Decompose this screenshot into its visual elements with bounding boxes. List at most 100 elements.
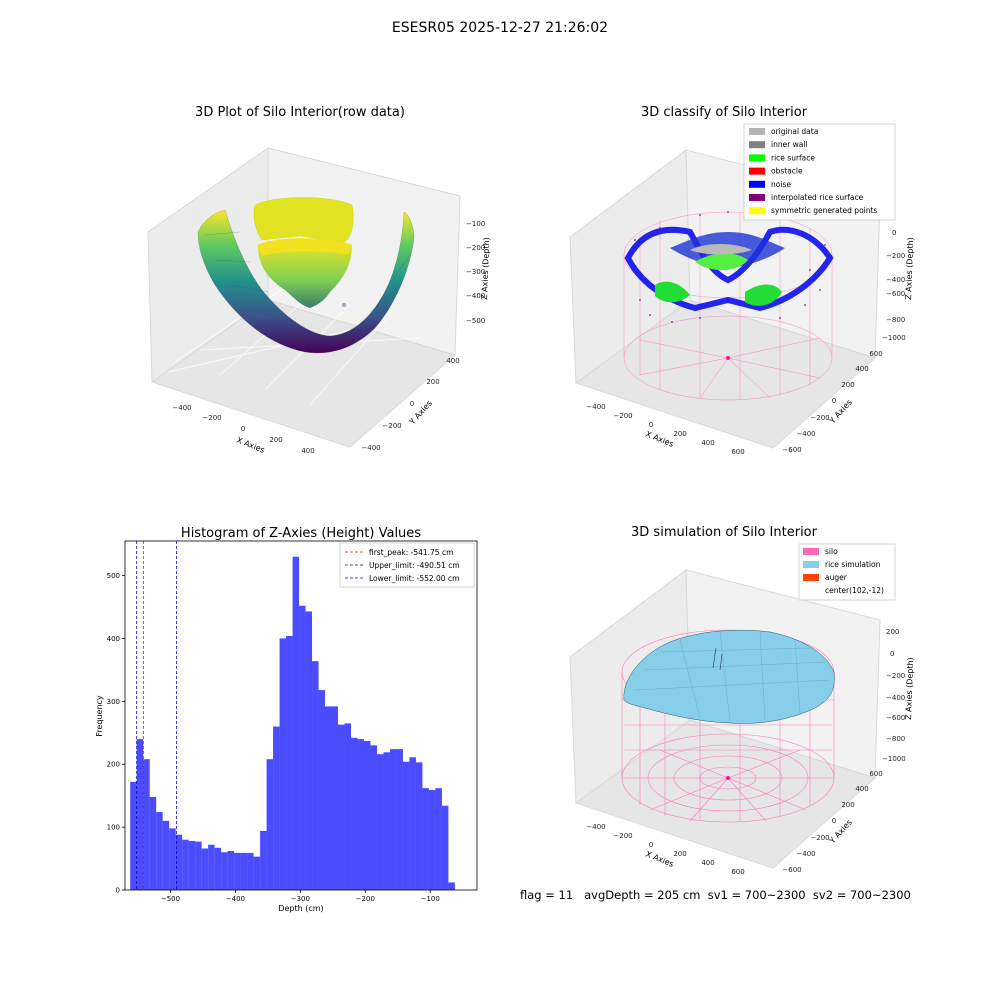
raw-3d-u-surface bbox=[197, 209, 415, 353]
sim-3d-ytick-4: 200 bbox=[841, 801, 854, 809]
hist-bar bbox=[448, 882, 455, 890]
sim-3d-ytick-3: 0 bbox=[832, 817, 836, 825]
raw-3d-zlabel: Z Axies (Depth) bbox=[480, 237, 491, 300]
panel-raw-3d: 3D Plot of Silo Interior(row data) −400 … bbox=[147, 105, 491, 455]
hist-bar bbox=[214, 847, 222, 890]
raw-3d-ytick-0: −400 bbox=[361, 444, 380, 452]
hist-bar bbox=[318, 690, 326, 890]
sim-3d-xtick-4: 400 bbox=[701, 859, 714, 867]
sim-3d-legend-items: silo rice simulation auger center(102,-12) bbox=[803, 547, 884, 595]
hist-xlabel: Depth (cm) bbox=[278, 904, 323, 913]
raw-3d-inner-cup bbox=[258, 238, 352, 308]
panel-simulation-3d: 3D simulation of Silo Interior bbox=[569, 525, 915, 876]
hist-bar bbox=[130, 781, 137, 890]
classify-3d-legend-swatch bbox=[749, 154, 765, 162]
classify-3d-ztick-4: −800 bbox=[886, 316, 905, 324]
sim-3d-floor-pane bbox=[574, 719, 876, 869]
classify-3d-legend-swatch bbox=[749, 141, 765, 149]
hist-ylabel: Frequency bbox=[95, 695, 104, 737]
hist-bar bbox=[169, 828, 176, 890]
sim-3d-rice-mesh bbox=[634, 631, 831, 723]
hist-bar bbox=[143, 759, 150, 890]
hist-bar bbox=[409, 757, 416, 890]
classify-3d-noise-band bbox=[624, 226, 834, 312]
hist-bar bbox=[299, 605, 306, 890]
raw-3d-xtick-4: 400 bbox=[301, 447, 314, 455]
classify-3d-legend-label: interpolated rice surface bbox=[771, 193, 864, 202]
hist-xtick-label: −400 bbox=[226, 895, 245, 903]
classify-3d-silo-wire bbox=[623, 211, 833, 401]
hist-xtick-label: −300 bbox=[291, 895, 310, 903]
hist-bar bbox=[370, 745, 377, 890]
hist-bars bbox=[130, 556, 455, 890]
sim-3d-ztick-6: −1000 bbox=[882, 755, 906, 763]
raw-3d-title: 3D Plot of Silo Interior(row data) bbox=[195, 105, 405, 120]
sim-3d-ztick-1: 0 bbox=[890, 650, 894, 658]
classify-3d-ytick-6: 600 bbox=[869, 350, 882, 358]
raw-3d-xtick-2: 0 bbox=[241, 425, 245, 433]
raw-3d-xtick-1: −200 bbox=[202, 414, 221, 422]
raw-3d-xlabel: X Axies bbox=[235, 436, 266, 455]
sim-3d-legend-swatch bbox=[803, 574, 819, 581]
classify-3d-ytick-5: 400 bbox=[855, 365, 868, 373]
raw-3d-ztick-1: −200 bbox=[466, 244, 485, 252]
classify-3d-legend-label: obstacle bbox=[771, 167, 803, 176]
classify-3d-scatter-dots bbox=[634, 211, 826, 323]
raw-3d-ytick-4: 400 bbox=[446, 357, 459, 365]
hist-bar bbox=[292, 556, 300, 890]
classify-3d-legend-swatch bbox=[749, 194, 765, 201]
sim-3d-ztick-5: −800 bbox=[886, 735, 905, 743]
hist-bar bbox=[351, 737, 358, 890]
classify-3d-legend-items: original data inner wall rice surface obsta… bbox=[749, 127, 877, 215]
raw-3d-ytick-1: −200 bbox=[382, 422, 401, 430]
hist-bar bbox=[266, 759, 274, 890]
hist-bar bbox=[149, 796, 157, 890]
hist-bar bbox=[402, 761, 410, 890]
classify-3d-legend-swatch bbox=[749, 207, 765, 215]
hist-bar bbox=[441, 805, 449, 890]
sim-3d-silo-wire bbox=[621, 629, 835, 823]
sim-3d-title: 3D simulation of Silo Interior bbox=[631, 525, 818, 540]
hist-bar bbox=[273, 726, 280, 890]
hist-bar bbox=[195, 841, 202, 890]
hist-bar bbox=[422, 788, 429, 890]
raw-3d-ztick-2: −300 bbox=[466, 268, 485, 276]
raw-3d-ztick-0: −100 bbox=[466, 220, 485, 228]
hist-ytick-label: 400 bbox=[107, 635, 120, 643]
hist-bar bbox=[136, 739, 144, 890]
classify-3d-floor-pane bbox=[574, 299, 876, 449]
raw-3d-inner-cup-rim bbox=[258, 238, 352, 256]
raw-3d-back-surface bbox=[253, 197, 354, 243]
sim-3d-ytick-0: −600 bbox=[782, 866, 801, 874]
classify-3d-legend-label: rice surface bbox=[771, 153, 815, 162]
hist-bar bbox=[331, 706, 339, 890]
classify-3d-title: 3D classify of Silo Interior bbox=[641, 105, 808, 120]
hist-legend: first_peak: -541.75 cm Upper_limit: -490.… bbox=[339, 542, 475, 588]
hist-bar bbox=[396, 749, 403, 890]
hist-bar bbox=[247, 852, 254, 890]
classify-3d-legend-swatch bbox=[749, 167, 765, 175]
sim-3d-legend-label: center(102,-12) bbox=[825, 586, 884, 595]
hist-bar bbox=[325, 706, 332, 890]
hist-bar bbox=[208, 844, 215, 890]
classify-3d-xtick-4: 400 bbox=[701, 439, 714, 447]
status-footer: flag = 11 avgDepth = 205 cm sv1 = 700~23… bbox=[520, 888, 911, 902]
hist-bar bbox=[227, 851, 235, 890]
sim-3d-ytick-6: 600 bbox=[869, 770, 882, 778]
hist-legend-label: Lower_limit: -552.00 cm bbox=[369, 574, 459, 583]
sim-3d-xtick-2: 0 bbox=[649, 841, 653, 849]
classify-3d-xtick-3: 200 bbox=[673, 430, 686, 438]
classify-3d-legend-swatch bbox=[749, 180, 765, 188]
hist-xtick-label: −100 bbox=[421, 895, 440, 903]
raw-3d-xtick-0: −400 bbox=[172, 404, 191, 412]
hist-vlines bbox=[136, 541, 178, 890]
classify-3d-ytick-2: −200 bbox=[810, 414, 829, 422]
hist-ytick-label: 200 bbox=[107, 761, 120, 769]
hist-xtick-label: −200 bbox=[356, 895, 375, 903]
sim-3d-rice-surface bbox=[623, 629, 835, 724]
panel-classify-3d: 3D classify of Silo Interior bbox=[569, 105, 915, 456]
hist-bar bbox=[201, 848, 209, 890]
sim-3d-legend: silo rice simulation auger center(102,-12) bbox=[798, 543, 896, 601]
classify-3d-ztick-5: −1000 bbox=[882, 334, 906, 342]
hist-legend-items: first_peak: -541.75 cm Upper_limit: -490.… bbox=[345, 548, 460, 583]
